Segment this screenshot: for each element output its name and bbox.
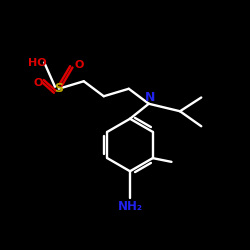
Text: O: O [74, 60, 84, 70]
Text: NH₂: NH₂ [118, 200, 142, 213]
Text: HO: HO [28, 58, 47, 68]
Text: N: N [145, 91, 155, 104]
Text: S: S [54, 82, 63, 95]
Text: O: O [34, 78, 43, 88]
